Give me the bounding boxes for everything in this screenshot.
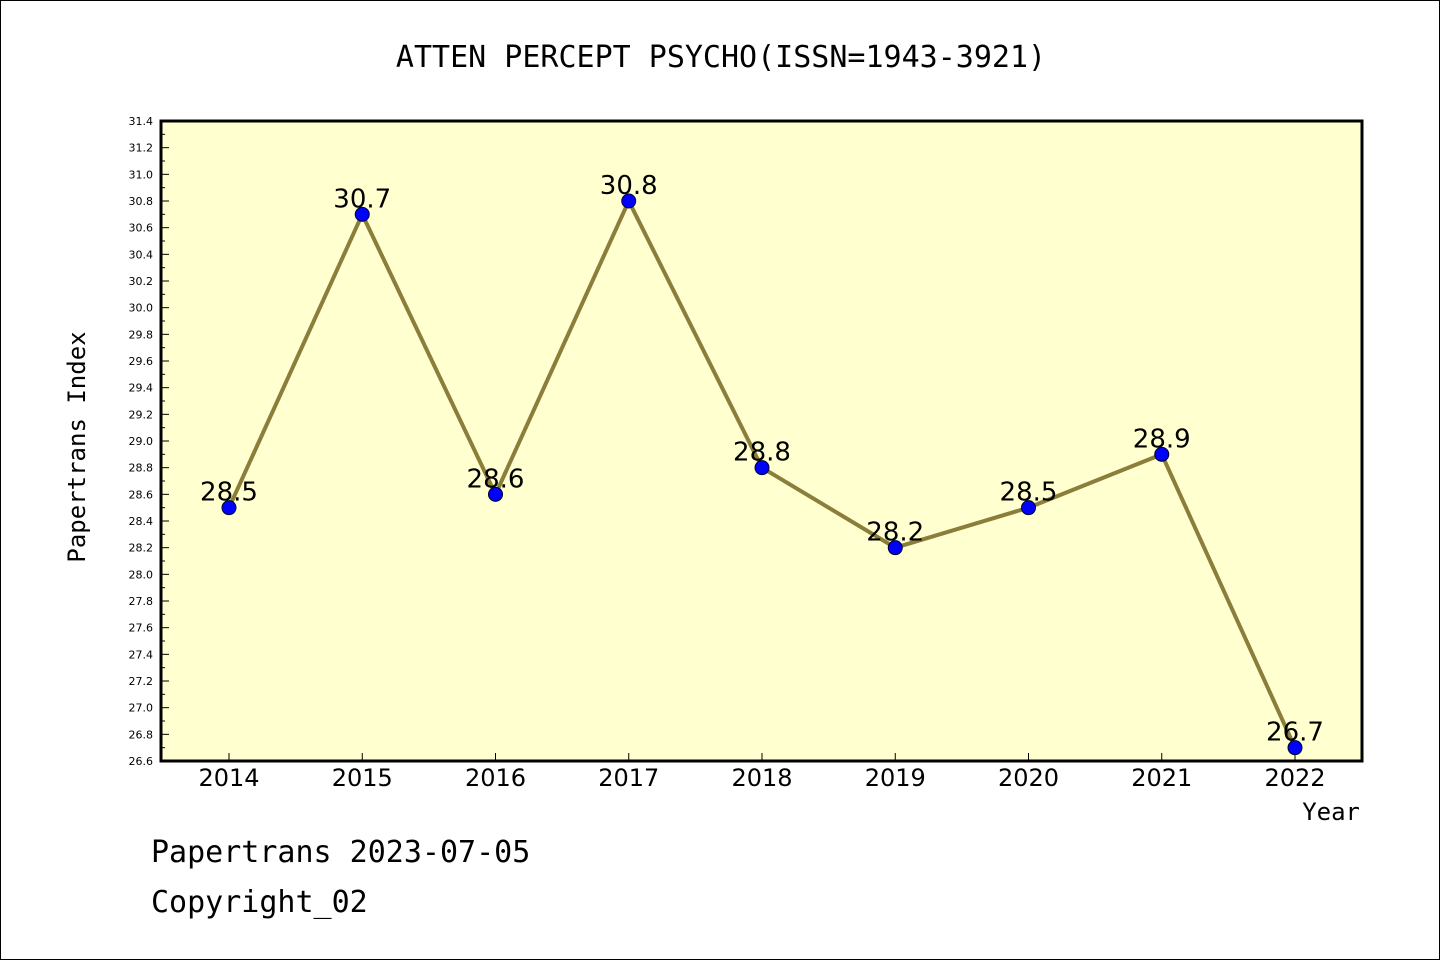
plot-area <box>161 121 1362 761</box>
data-label: 26.7 <box>1266 718 1324 748</box>
x-tick-label: 2021 <box>1131 764 1192 792</box>
footer-date: Papertrans 2023-07-05 <box>151 835 531 870</box>
data-point <box>1154 446 1170 462</box>
y-tick-label: 29.6 <box>129 355 154 368</box>
data-label: 28.5 <box>200 478 258 508</box>
data-point <box>1287 740 1303 756</box>
y-tick-label: 31.0 <box>129 168 154 181</box>
x-axis-label: Year <box>1302 798 1360 826</box>
y-tick-label: 29.2 <box>129 408 154 421</box>
y-tick-label: 30.0 <box>129 302 154 315</box>
y-tick-label: 26.8 <box>129 728 154 741</box>
y-tick-label: 29.8 <box>129 328 154 341</box>
x-tick-label: 2014 <box>198 764 259 792</box>
y-tick-label: 27.2 <box>129 675 154 688</box>
y-tick-label: 28.4 <box>129 515 154 528</box>
y-tick-label: 30.6 <box>129 222 154 235</box>
series-markers <box>221 193 1303 756</box>
data-label: 28.8 <box>733 438 791 468</box>
y-tick-label: 27.6 <box>129 622 154 635</box>
y-tick-label: 30.8 <box>129 195 154 208</box>
data-label: 30.8 <box>600 171 658 201</box>
y-tick-label: 28.0 <box>129 568 154 581</box>
data-labels: 28.5 30.7 28.6 30.8 28.8 28.2 28.5 28.9 26.7 <box>200 171 1324 748</box>
x-tick-label: 2017 <box>598 764 659 792</box>
x-tick-label: 2022 <box>1264 764 1325 792</box>
chart-title: ATTEN PERCEPT PSYCHO(ISSN=1943-3921) <box>396 40 1046 75</box>
data-label: 28.6 <box>467 464 525 494</box>
y-tick-label: 30.4 <box>129 248 154 261</box>
x-axis: 2014 2015 2016 2017 2018 2019 2020 2021 2022 <box>198 753 1326 792</box>
y-tick-label: 27.0 <box>129 702 154 715</box>
y-tick-label: 28.6 <box>129 488 154 501</box>
data-label: 30.7 <box>333 184 391 214</box>
y-tick-label: 27.8 <box>129 595 154 608</box>
data-point <box>354 206 370 222</box>
data-point <box>887 540 903 556</box>
y-tick-label: 30.2 <box>129 275 154 288</box>
data-point <box>488 486 503 502</box>
x-tick-label: 2019 <box>865 764 926 792</box>
x-tick-label: 2016 <box>465 764 526 792</box>
y-tick-label: 28.8 <box>129 462 154 475</box>
y-tick-label: 31.2 <box>129 142 154 155</box>
x-tick-label: 2015 <box>332 764 393 792</box>
data-label: 28.2 <box>866 518 924 548</box>
x-tick-label: 2018 <box>731 764 792 792</box>
footer-copyright: Copyright_02 <box>151 885 368 920</box>
y-axis-label: Papertrans Index <box>63 331 91 562</box>
plot-border <box>159 119 1364 763</box>
data-point <box>1021 500 1036 516</box>
y-tick-label: 29.4 <box>129 382 154 395</box>
y-tick-label: 29.0 <box>129 435 154 448</box>
y-tick-label: 27.4 <box>129 648 154 661</box>
data-point <box>621 193 637 209</box>
data-point <box>221 500 237 516</box>
data-point <box>754 460 770 476</box>
y-tick-label: 28.2 <box>129 542 154 555</box>
data-label: 28.9 <box>1133 424 1191 454</box>
y-tick-label: 26.6 <box>129 755 154 768</box>
y-axis: 26.6 26.8 27.0 27.2 27.4 27.6 27.8 28.0 28.2 28.4… <box>129 115 169 768</box>
x-tick-label: 2020 <box>998 764 1059 792</box>
data-label: 28.5 <box>1000 478 1058 508</box>
y-tick-label: 31.4 <box>129 115 154 128</box>
